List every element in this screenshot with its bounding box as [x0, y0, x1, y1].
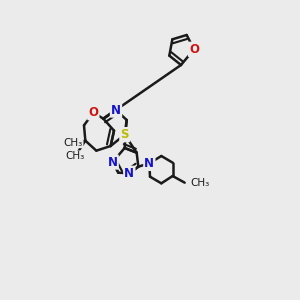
Text: O: O — [189, 43, 199, 56]
Text: CH₃: CH₃ — [64, 138, 83, 148]
Text: N: N — [111, 103, 121, 116]
Text: N: N — [144, 157, 154, 170]
Text: N: N — [124, 167, 134, 180]
Text: S: S — [120, 128, 129, 141]
Text: CH₃: CH₃ — [191, 178, 210, 188]
Text: CH₃: CH₃ — [66, 151, 85, 161]
Text: O: O — [88, 106, 98, 119]
Text: N: N — [108, 155, 118, 169]
